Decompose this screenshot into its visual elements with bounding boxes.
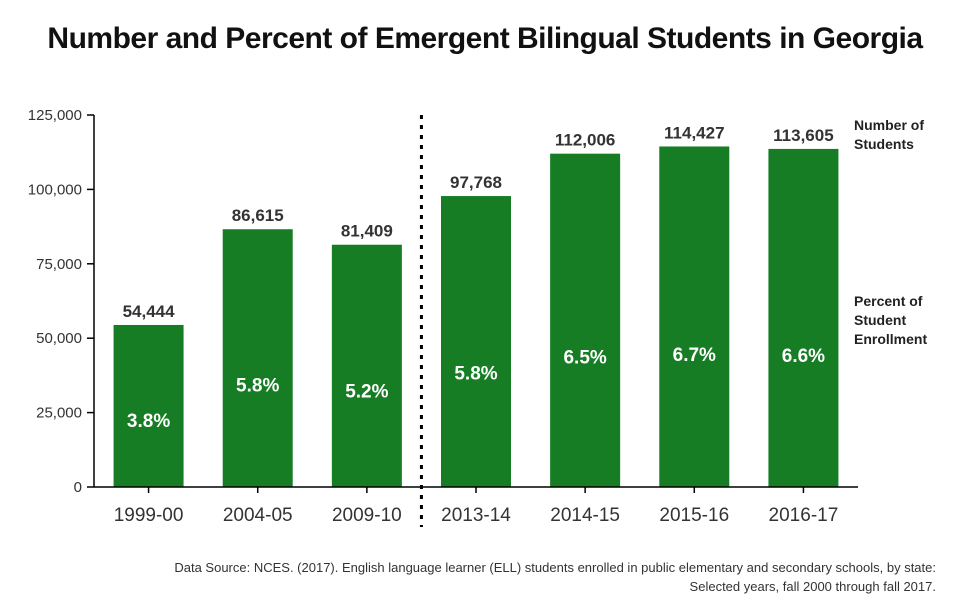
y-tick-label: 125,000 bbox=[28, 107, 82, 124]
y-tick-label: 0 bbox=[74, 479, 82, 496]
value-label: 81,409 bbox=[341, 222, 393, 241]
bar bbox=[768, 148, 839, 488]
percent-label: 6.5% bbox=[563, 348, 606, 369]
x-tick-label: 2015-16 bbox=[659, 505, 729, 526]
y-tick-label: 75,000 bbox=[36, 256, 82, 273]
percent-label: 5.8% bbox=[454, 363, 497, 384]
data-source-line-2: Selected years, fall 2000 through fall 2… bbox=[689, 579, 936, 594]
number-of-students-label: Number of Students bbox=[854, 117, 924, 152]
bar bbox=[441, 196, 511, 488]
x-tick-label: 2009-10 bbox=[332, 505, 402, 526]
value-label: 113,605 bbox=[773, 126, 834, 145]
percent-label: 3.8% bbox=[127, 411, 170, 432]
chart-title: Number and Percent of Emergent Bilingual… bbox=[47, 22, 923, 55]
percent-enrollment-label: Percent of Student Enrollment bbox=[854, 293, 928, 347]
percent-label: 5.8% bbox=[236, 376, 279, 397]
percent-label: 6.7% bbox=[673, 345, 716, 366]
value-label: 97,768 bbox=[450, 173, 502, 192]
x-tick-label: 2014-15 bbox=[550, 505, 620, 526]
x-tick-label: 2013-14 bbox=[441, 505, 511, 526]
x-tick-label: 2004-05 bbox=[223, 505, 293, 526]
data-source-line-1: Data Source: NCES. (2017). English langu… bbox=[174, 560, 936, 575]
percent-label: 5.2% bbox=[345, 381, 388, 402]
y-tick-label: 25,000 bbox=[36, 405, 82, 422]
y-tick-label: 50,000 bbox=[36, 330, 82, 347]
value-label: 112,006 bbox=[555, 131, 616, 150]
value-label: 86,615 bbox=[232, 206, 284, 225]
y-tick-label: 100,000 bbox=[28, 181, 82, 198]
bar bbox=[550, 153, 621, 487]
percent-label: 6.6% bbox=[782, 346, 825, 367]
bar bbox=[222, 229, 293, 487]
value-label: 54,444 bbox=[123, 302, 176, 321]
x-tick-label: 1999-00 bbox=[114, 505, 184, 526]
bar bbox=[659, 146, 730, 487]
value-label: 114,427 bbox=[664, 123, 725, 142]
bar bbox=[331, 244, 402, 487]
bar bbox=[113, 324, 184, 487]
x-tick-label: 2016-17 bbox=[769, 505, 839, 526]
